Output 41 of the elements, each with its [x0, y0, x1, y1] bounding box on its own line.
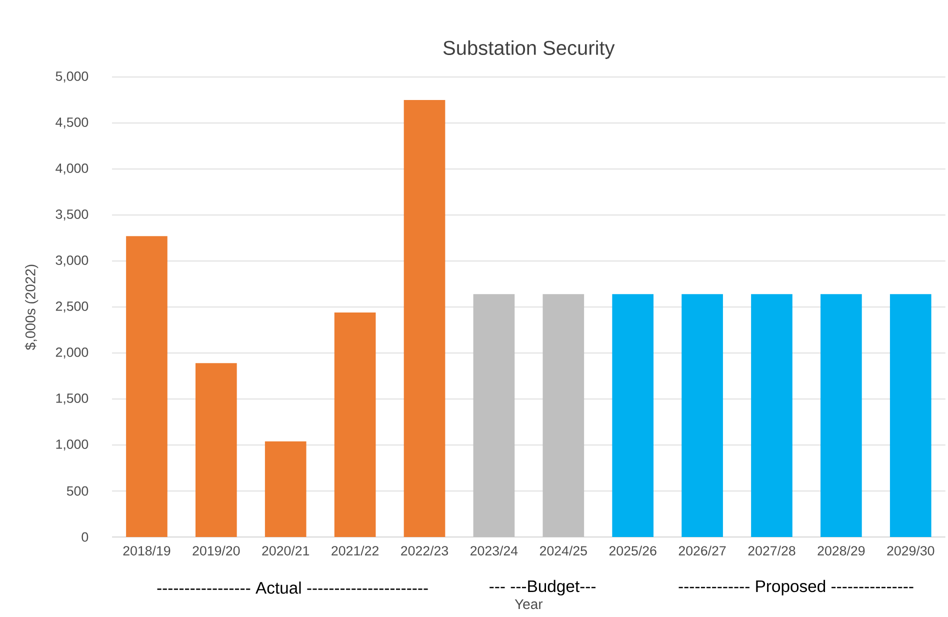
- text: --- ---Budget---: [490, 580, 596, 596]
- bar: [196, 363, 237, 537]
- bar: [612, 294, 654, 537]
- bar: [126, 236, 168, 537]
- text: ----------------- Actual ----------------------: [157, 582, 428, 594]
- y-tick-label: 500: [66, 486, 88, 496]
- y-tick-label: 1,500: [56, 394, 88, 405]
- bar: [334, 312, 376, 537]
- y-tick-label: 0: [82, 532, 88, 542]
- y-tick-label: 3,000: [56, 256, 88, 267]
- x-tick-label: 2024/25: [540, 546, 587, 556]
- x-tick-label: 2023/24: [470, 546, 518, 556]
- x-tick-label: 2027/28: [748, 546, 796, 556]
- x-tick-label: 2018/19: [123, 546, 170, 556]
- bar: [404, 100, 446, 537]
- chart-title: Substation Security: [443, 40, 615, 59]
- x-tick-label: 2022/23: [401, 546, 448, 556]
- x-tick-label: 2021/22: [332, 546, 378, 556]
- y-tick-label: 5,000: [56, 72, 88, 83]
- bar: [264, 441, 306, 537]
- x-tick-label: 2020/21: [262, 546, 310, 556]
- bar: [890, 294, 932, 537]
- y-tick-label: 2,500: [56, 302, 88, 313]
- x-tick-label: 2029/30: [887, 546, 934, 556]
- y-axis-title: $,000s (2022): [24, 264, 38, 350]
- bar: [751, 294, 792, 537]
- bar: [473, 294, 515, 537]
- y-tick-label: 3,500: [56, 210, 88, 221]
- x-tick-label: 2028/29: [818, 546, 865, 556]
- bar: [820, 294, 862, 537]
- text: ------------- Proposed ---------------: [678, 580, 914, 596]
- y-tick-label: 1,000: [56, 440, 88, 451]
- y-tick-label: 4,000: [56, 164, 88, 175]
- x-tick-label: 2019/20: [192, 546, 240, 556]
- bar: [542, 294, 584, 537]
- y-tick-label: 2,000: [56, 348, 88, 359]
- y-tick-label: 4,500: [56, 118, 88, 129]
- bar: [682, 294, 723, 537]
- x-tick-label: 2025/26: [609, 546, 656, 556]
- x-tick-label: 2026/27: [678, 546, 726, 556]
- x-axis-title: Year: [514, 599, 543, 610]
